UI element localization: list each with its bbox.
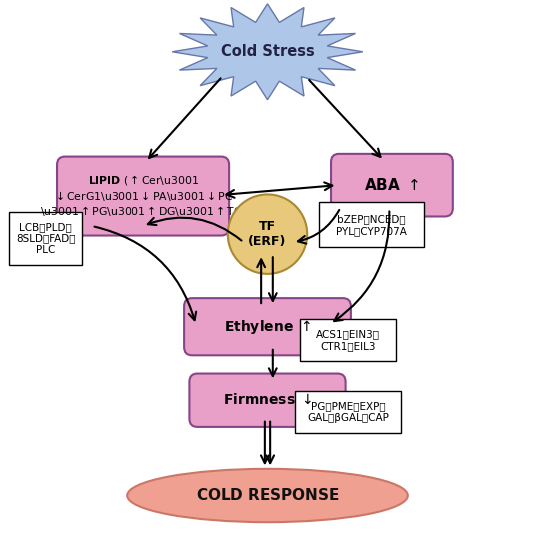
FancyBboxPatch shape [57,157,229,235]
Text: $\bf{Firmness}$ $\downarrow$: $\bf{Firmness}$ $\downarrow$ [223,393,312,407]
Ellipse shape [228,195,307,274]
Text: $\downarrow$CerG1\u3001$\downarrow$PA\u3001$\downarrow$PC: $\downarrow$CerG1\u3001$\downarrow$PA\u3… [53,189,233,202]
FancyBboxPatch shape [319,202,424,248]
Text: PG、PME、EXP、
GAL、βGAL、CAP: PG、PME、EXP、 GAL、βGAL、CAP [307,402,389,423]
Text: TF
(ERF): TF (ERF) [248,220,287,248]
FancyBboxPatch shape [189,373,346,427]
FancyBboxPatch shape [184,298,351,355]
Text: bZEP、NCED、
PYL、CYP707A: bZEP、NCED、 PYL、CYP707A [337,214,407,236]
Ellipse shape [127,469,408,522]
Text: Cold Stress: Cold Stress [220,45,315,59]
Text: $\bf{Ethylene}$ $\uparrow$: $\bf{Ethylene}$ $\uparrow$ [224,318,311,336]
Text: $\bf{LIPID}$ ($\uparrow$Cer\u3001: $\bf{LIPID}$ ($\uparrow$Cer\u3001 [88,173,198,186]
FancyBboxPatch shape [331,154,453,217]
Text: LCB、PLD、
8SLD、FAD、
PLC: LCB、PLD、 8SLD、FAD、 PLC [16,222,75,255]
Text: ACS1、EIN3、
CTR1、EIL3: ACS1、EIN3、 CTR1、EIL3 [316,329,380,351]
FancyBboxPatch shape [9,212,82,265]
Polygon shape [172,4,363,100]
Text: \u3001$\uparrow$PG\u3001$\uparrow$DG\u3001$\uparrow$TG): \u3001$\uparrow$PG\u3001$\uparrow$DG\u30… [40,204,247,218]
Text: $\bf{COLD\ RESPONSE}$: $\bf{COLD\ RESPONSE}$ [196,487,339,503]
Text: $\bf{ABA}$ $\uparrow$: $\bf{ABA}$ $\uparrow$ [364,177,419,193]
FancyBboxPatch shape [300,319,395,361]
FancyBboxPatch shape [295,391,401,433]
